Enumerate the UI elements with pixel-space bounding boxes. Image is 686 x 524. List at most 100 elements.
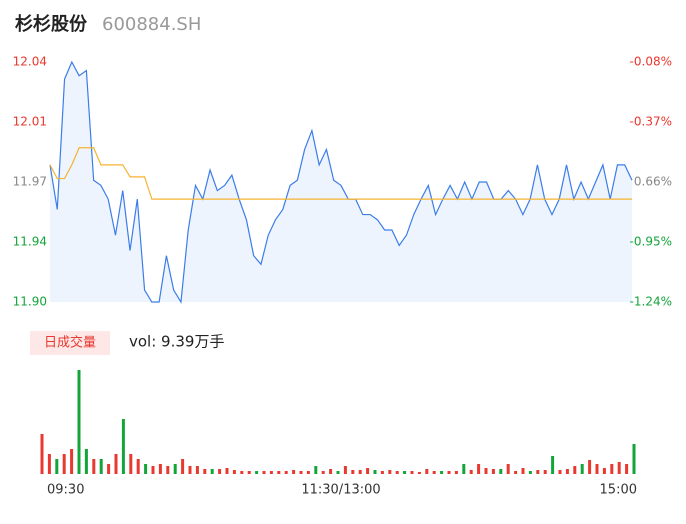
volume-bar — [306, 471, 310, 474]
volume-bar — [454, 471, 458, 474]
volume-bar — [210, 469, 214, 474]
volume-bar — [610, 464, 614, 474]
volume-bar — [373, 470, 377, 474]
volume-bar — [77, 370, 81, 474]
volume-bar — [144, 464, 148, 474]
legend-label: 日成交量 — [44, 335, 96, 351]
volume-bar — [388, 470, 392, 474]
volume-bar — [403, 471, 407, 474]
volume-bar — [181, 459, 185, 474]
volume-bar — [284, 471, 288, 474]
volume-bar — [521, 468, 525, 474]
volume-bar — [602, 468, 606, 474]
volume-bar — [114, 454, 118, 474]
volume-bar — [580, 464, 584, 474]
volume-bar — [380, 471, 384, 474]
volume-bar — [395, 471, 399, 474]
y2-tick-label: -0.95% — [630, 235, 672, 249]
x-tick-label: 11:30/13:00 — [301, 483, 380, 498]
volume-bar — [536, 470, 540, 474]
volume-bar — [292, 470, 296, 474]
volume-bar — [84, 449, 88, 474]
volume-bar — [321, 471, 325, 474]
volume-bar — [588, 460, 592, 474]
volume-bar — [136, 459, 140, 474]
volume-bar — [499, 469, 503, 474]
volume-summary: vol: 9.39万手 — [129, 333, 224, 351]
y2-tick-label: -0.37% — [630, 115, 672, 129]
volume-bar — [55, 459, 59, 474]
volume-bar — [166, 466, 170, 474]
volume-bar — [225, 468, 229, 474]
volume-bar — [92, 459, 96, 474]
volume-bar — [47, 454, 51, 474]
y-tick-label: 11.90 — [13, 295, 47, 309]
volume-bar — [121, 419, 125, 474]
volume-bar — [218, 469, 222, 474]
volume-bar — [62, 454, 66, 474]
volume-bar — [632, 444, 636, 474]
volume-bar — [107, 464, 111, 474]
x-tick-label: 15:00 — [600, 483, 637, 498]
volume-bar — [336, 471, 340, 474]
volume-bar — [477, 464, 481, 474]
volume-bar — [232, 470, 236, 474]
volume-bar — [255, 471, 259, 474]
volume-bar — [151, 466, 155, 474]
volume-bar — [366, 468, 370, 474]
legend-box — [30, 331, 110, 355]
volume-bar — [558, 470, 562, 474]
volume-bar — [314, 466, 318, 474]
volume-bar — [447, 471, 451, 474]
x-tick-label: 09:30 — [47, 483, 84, 498]
y-tick-label: 11.94 — [13, 235, 47, 249]
volume-bar — [595, 464, 599, 474]
volume-bar — [506, 464, 510, 474]
y-tick-label: 12.04 — [13, 55, 47, 69]
volume-bar — [528, 471, 532, 474]
stock-name: 杉杉股份 — [15, 13, 88, 35]
volume-bar — [617, 462, 621, 474]
y-tick-label: 11.97 — [13, 175, 47, 189]
volume-bar — [99, 459, 103, 474]
volume-bar — [417, 472, 421, 474]
volume-bar — [240, 471, 244, 474]
price-line — [49, 147, 632, 200]
volume-bar — [573, 466, 577, 474]
volume-bar — [247, 471, 251, 474]
volume-bar — [262, 471, 266, 474]
volume-bar — [277, 471, 281, 474]
volume-bar — [343, 466, 347, 474]
volume-bar — [195, 466, 199, 474]
price-line — [49, 60, 633, 304]
y-tick-label: 12.01 — [13, 115, 47, 129]
volume-bar — [484, 468, 488, 474]
y2-tick-label: -0.08% — [630, 55, 672, 69]
price-area — [50, 62, 632, 302]
volume-bar — [565, 469, 569, 474]
volume-bar — [203, 469, 207, 474]
volume-bar — [491, 469, 495, 474]
volume-bar — [269, 471, 273, 474]
volume-bar — [551, 456, 555, 474]
volume-bar — [358, 470, 362, 474]
y2-tick-label: -1.24% — [630, 295, 672, 309]
volume-bar — [462, 464, 466, 474]
volume-bar — [129, 454, 133, 474]
volume-bar — [410, 471, 414, 474]
volume-bar — [625, 464, 629, 474]
y2-tick-label: 0.66% — [634, 175, 672, 189]
volume-bar — [329, 469, 333, 474]
volume-bar — [173, 464, 177, 474]
volume-bar — [299, 471, 303, 474]
volume-bar — [70, 449, 74, 474]
volume-bar — [188, 466, 192, 474]
volume-bar — [425, 469, 429, 474]
volume-bar — [158, 464, 162, 474]
volume-bar — [543, 470, 547, 474]
stock-code: 600884.SH — [102, 14, 201, 35]
volume-bar — [469, 470, 473, 474]
volume-bar — [440, 471, 444, 474]
